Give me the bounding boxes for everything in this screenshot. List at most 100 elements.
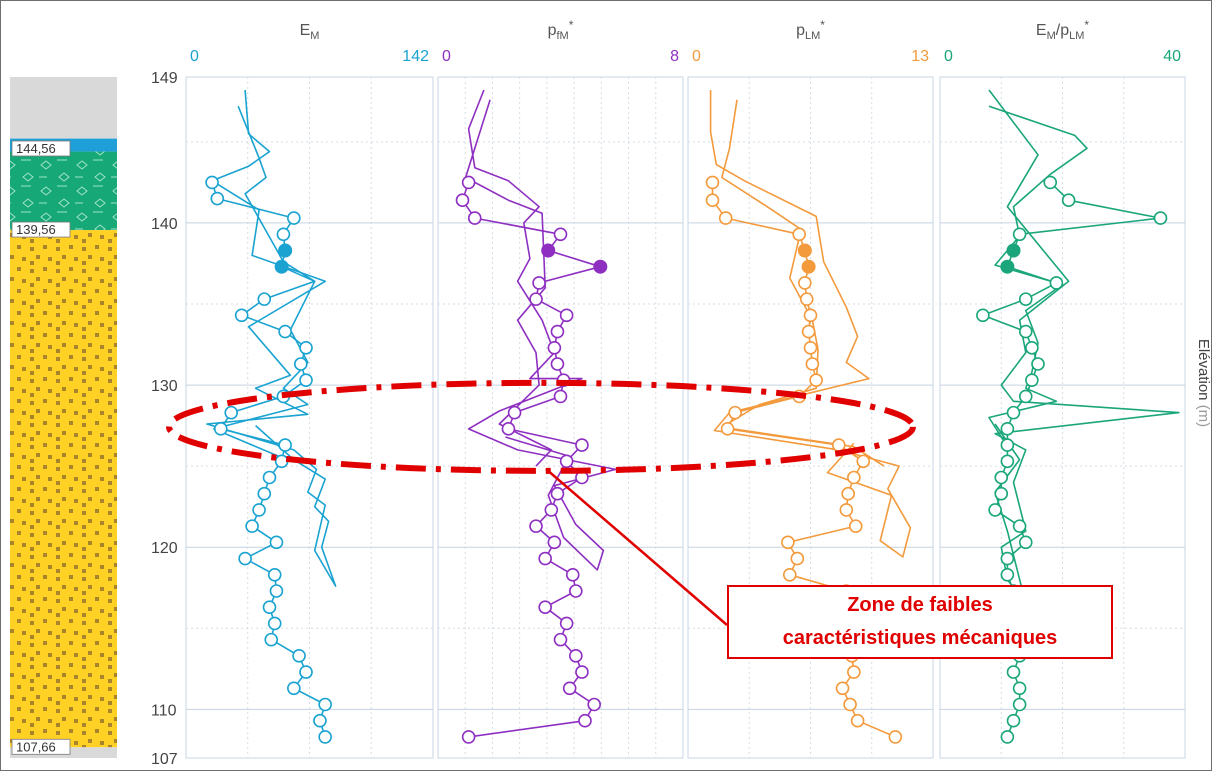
x-tick-min: 0 bbox=[442, 48, 451, 65]
stratum-label: 139,56 bbox=[16, 222, 56, 237]
data-point bbox=[287, 681, 301, 696]
data-point bbox=[234, 308, 249, 323]
data-point bbox=[841, 486, 855, 501]
stratum-sand bbox=[10, 230, 117, 748]
strata-column: 144,56 139,56 107,66 bbox=[10, 77, 117, 758]
data-point bbox=[1012, 519, 1027, 533]
data-point bbox=[553, 632, 568, 647]
data-point bbox=[547, 340, 562, 355]
data-point bbox=[553, 389, 568, 404]
data-point bbox=[575, 438, 589, 452]
data-point bbox=[1000, 567, 1015, 582]
data-point bbox=[1043, 175, 1058, 190]
stratum-green-fill bbox=[10, 151, 117, 231]
data-point bbox=[501, 422, 516, 436]
data-point bbox=[1000, 551, 1015, 566]
series-line bbox=[213, 105, 316, 461]
x-tick-max: 40 bbox=[1163, 48, 1181, 65]
data-point bbox=[264, 632, 279, 647]
data-point bbox=[799, 292, 814, 306]
y-axis-label: Elévation (m) bbox=[1195, 339, 1212, 427]
data-point bbox=[718, 211, 733, 225]
data-point bbox=[213, 422, 228, 436]
stratum-label-box bbox=[11, 738, 71, 755]
data-point bbox=[809, 373, 823, 388]
data-point bbox=[224, 405, 239, 420]
data-point bbox=[547, 535, 562, 550]
data-point bbox=[1006, 405, 1021, 420]
data-point bbox=[720, 422, 735, 436]
data-point bbox=[994, 486, 1009, 501]
data-point bbox=[578, 713, 592, 728]
data-point bbox=[781, 535, 795, 550]
x-tick-max: 8 bbox=[670, 48, 679, 65]
data-point bbox=[238, 551, 252, 566]
data-point-filled bbox=[274, 259, 289, 274]
annotation-text: Zone de faibles caractéristiques mécaniq… bbox=[782, 594, 1058, 649]
data-point bbox=[269, 584, 284, 598]
annotation-ellipse bbox=[166, 379, 916, 474]
data-point bbox=[705, 175, 720, 190]
data-point bbox=[467, 211, 482, 225]
data-point bbox=[1018, 292, 1033, 306]
data-point bbox=[1006, 665, 1021, 679]
data-point bbox=[831, 438, 846, 452]
x-tick-max: 13 bbox=[911, 48, 929, 65]
data-point bbox=[1061, 193, 1076, 208]
data-point bbox=[1018, 324, 1033, 339]
annotation-layer bbox=[166, 379, 916, 626]
annotation-leader bbox=[545, 468, 728, 626]
data-point bbox=[888, 730, 903, 744]
stratum-label: 107,66 bbox=[16, 739, 56, 754]
data-point bbox=[988, 503, 1002, 517]
data-point bbox=[1049, 276, 1064, 290]
x-tick-min: 0 bbox=[692, 48, 701, 65]
data-point bbox=[550, 357, 565, 371]
data-point bbox=[801, 324, 816, 339]
data-point bbox=[299, 340, 313, 355]
data-point bbox=[847, 665, 861, 679]
data-point bbox=[1025, 373, 1039, 388]
data-point bbox=[507, 405, 522, 420]
data-point bbox=[455, 193, 470, 208]
data-point bbox=[461, 730, 476, 744]
data-point bbox=[1000, 730, 1015, 744]
y-tick-label: 149 bbox=[151, 70, 178, 87]
data-point bbox=[257, 292, 272, 306]
data-point bbox=[848, 519, 863, 533]
data-point bbox=[553, 227, 568, 242]
data-point bbox=[294, 357, 308, 371]
panel-title: pLM* bbox=[796, 18, 825, 42]
stratum-label: 144,56 bbox=[16, 141, 56, 156]
data-point bbox=[565, 567, 580, 582]
data-point bbox=[798, 276, 812, 290]
data-point bbox=[1012, 227, 1027, 242]
data-point bbox=[318, 730, 332, 744]
series-line bbox=[467, 89, 617, 571]
data-point bbox=[847, 470, 861, 485]
data-point bbox=[1153, 211, 1168, 225]
data-point bbox=[569, 584, 583, 598]
data-point bbox=[269, 535, 284, 550]
data-point bbox=[850, 713, 865, 728]
data-point bbox=[529, 292, 543, 306]
data-point bbox=[252, 503, 266, 517]
series-line bbox=[206, 89, 337, 587]
data-point bbox=[1025, 340, 1039, 355]
y-tick-label: 107 bbox=[151, 751, 178, 768]
data-point bbox=[1018, 389, 1033, 404]
data-point bbox=[559, 454, 574, 469]
panel-title: EM bbox=[300, 22, 320, 42]
data-point bbox=[262, 600, 277, 615]
data-point bbox=[569, 649, 583, 663]
x-tick-max: 142 bbox=[402, 48, 429, 65]
data-point bbox=[559, 616, 574, 631]
data-point bbox=[1000, 438, 1015, 452]
y-tick-label: 110 bbox=[151, 702, 177, 719]
data-point bbox=[245, 519, 259, 533]
data-point bbox=[1018, 535, 1033, 550]
data-point-filled bbox=[801, 259, 816, 274]
